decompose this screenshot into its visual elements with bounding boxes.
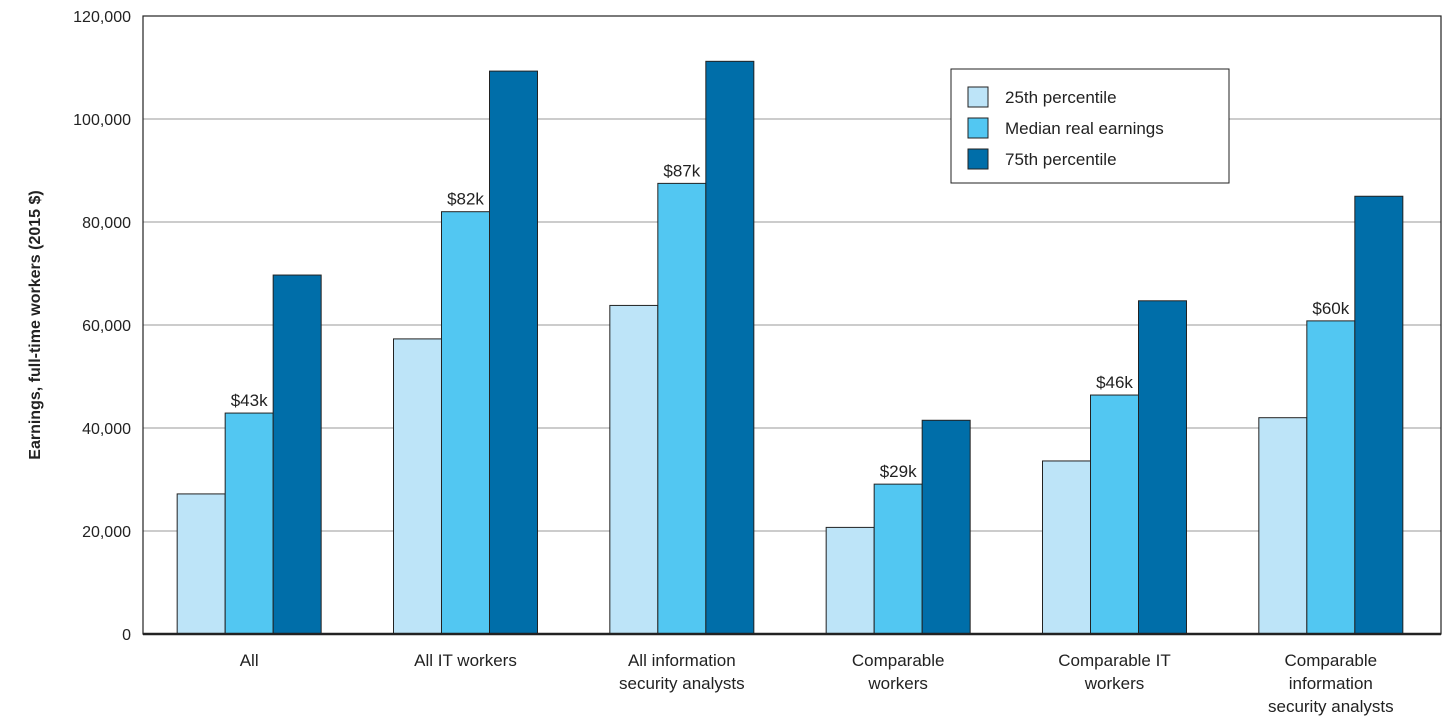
legend: 25th percentile Median real earnings 75th …: [950, 68, 1230, 184]
x-category-label: All: [240, 651, 259, 670]
x-category-label: All IT workers: [414, 651, 517, 670]
x-axis-category-labels: All All IT workers All information security…: [240, 651, 1394, 716]
bar-median-real-earnings: [1306, 320, 1356, 635]
bar-median-real-earnings: [1090, 394, 1139, 635]
median-data-label: $87k: [663, 161, 700, 180]
bar-median-real-earnings: [441, 211, 490, 635]
bar-25th-percentile: [609, 304, 659, 635]
y-tick-label: 60,000: [82, 318, 131, 335]
x-category-label-line: Comparable: [1285, 651, 1378, 670]
legend-swatch: [967, 117, 989, 139]
gridlines: [143, 118, 1441, 532]
median-data-labels: $43k $82k $87k $29k $46k $60k: [231, 161, 1350, 481]
x-category-label-line: security analysts: [1268, 697, 1394, 716]
bar-25th-percentile: [1042, 460, 1091, 635]
x-category-label-line: Comparable: [852, 651, 945, 670]
x-category-label-line: All: [240, 651, 259, 670]
x-category-label-line: workers: [867, 674, 928, 693]
bar-25th-percentile: [176, 493, 226, 635]
y-tick-label: 100,000: [73, 112, 131, 129]
bar-25th-percentile: [825, 526, 875, 635]
median-data-label: $82k: [447, 190, 484, 209]
bar-75th-percentile: [921, 419, 971, 635]
bar-75th-percentile: [1354, 195, 1404, 635]
x-category-label-line: workers: [1084, 674, 1145, 693]
bar-75th-percentile: [705, 60, 755, 635]
x-category-label-line: All IT workers: [414, 651, 517, 670]
y-tick-label: 40,000: [82, 421, 131, 438]
bar-25th-percentile: [393, 338, 442, 635]
legend-label: Median real earnings: [1005, 119, 1164, 138]
median-data-label: $29k: [880, 462, 917, 481]
x-category-label: Comparable workers: [852, 651, 945, 693]
median-data-label: $46k: [1096, 373, 1133, 392]
x-category-label: Comparable IT workers: [1058, 651, 1170, 693]
bars: [176, 60, 1404, 635]
y-tick-label: 120,000: [73, 9, 131, 26]
legend-box: [950, 68, 1230, 184]
legend-swatch: [967, 86, 989, 108]
bar-75th-percentile: [1138, 300, 1187, 635]
y-axis-tick-labels: 0 20,000 40,000 60,000 80,000 100,000 120,000: [73, 9, 131, 644]
x-category-label-line: security analysts: [619, 674, 745, 693]
bar-75th-percentile: [272, 274, 322, 635]
x-category-label: Comparable information security analysts: [1268, 651, 1394, 716]
bar-75th-percentile: [489, 70, 538, 635]
bar-median-real-earnings: [657, 182, 707, 635]
median-data-label: $60k: [1312, 299, 1349, 318]
y-tick-label: 80,000: [82, 215, 131, 232]
x-category-label: All information security analysts: [619, 651, 745, 693]
bar-median-real-earnings: [224, 412, 274, 635]
bar-25th-percentile: [1258, 417, 1308, 635]
x-category-label-line: All information: [628, 651, 736, 670]
x-category-label-line: information: [1289, 674, 1373, 693]
median-data-label: $43k: [231, 391, 268, 410]
x-category-label-line: Comparable IT: [1058, 651, 1170, 670]
legend-label: 75th percentile: [1005, 150, 1117, 169]
y-tick-label: 20,000: [82, 524, 131, 541]
legend-swatch: [967, 148, 989, 170]
bar-median-real-earnings: [873, 483, 923, 635]
y-tick-label: 0: [122, 627, 131, 644]
legend-label: 25th percentile: [1005, 88, 1117, 107]
y-axis-title: Earnings, full-time workers (2015 $): [27, 190, 44, 459]
